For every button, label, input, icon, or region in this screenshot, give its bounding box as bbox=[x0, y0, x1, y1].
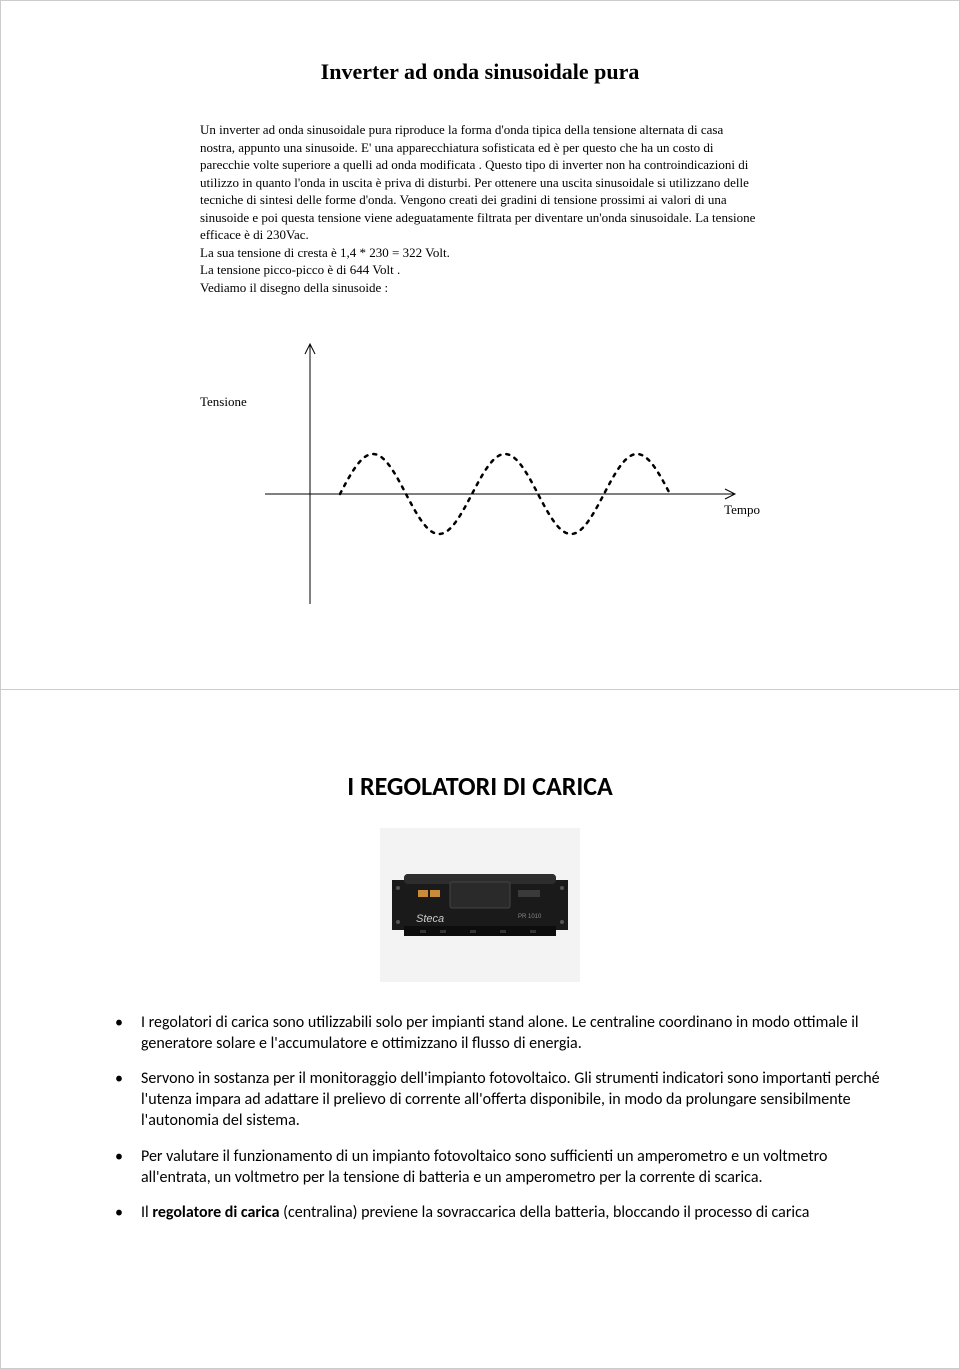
bullet-item: Il regolatore di carica (centralina) pre… bbox=[141, 1202, 889, 1223]
slide-regolatori: I REGOLATORI DI CARICA Ste bbox=[1, 690, 959, 1368]
svg-text:PR 1010: PR 1010 bbox=[518, 914, 542, 920]
bullet-list: I regolatori di carica sono utilizzabili… bbox=[71, 1012, 889, 1223]
slide1-title: Inverter ad onda sinusoidale pura bbox=[61, 59, 899, 85]
sine-svg bbox=[240, 314, 760, 614]
device-image: Steca PR 1010 bbox=[380, 828, 580, 982]
chart-x-label: Tempo bbox=[724, 502, 760, 518]
charge-controller-icon: Steca PR 1010 bbox=[390, 860, 570, 950]
slide2-title: I REGOLATORI DI CARICA bbox=[71, 770, 889, 802]
slide1-body: Un inverter ad onda sinusoidale pura rip… bbox=[200, 121, 760, 296]
slide-inverter: Inverter ad onda sinusoidale pura Un inv… bbox=[1, 1, 959, 689]
bullet-item: Per valutare il funzionamento di un impi… bbox=[141, 1146, 889, 1188]
sine-wave-chart: Tensione Tempo bbox=[200, 314, 760, 614]
device-brand: Steca bbox=[416, 913, 444, 925]
bullet-item: I regolatori di carica sono utilizzabili… bbox=[141, 1012, 889, 1054]
bullet-item: Servono in sostanza per il monitoraggio … bbox=[141, 1068, 889, 1131]
